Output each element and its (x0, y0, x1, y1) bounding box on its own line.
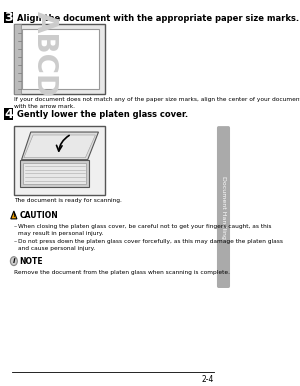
Text: Align the document with the appropriate paper size marks.: Align the document with the appropriate … (17, 14, 299, 23)
Text: Gently lower the platen glass cover.: Gently lower the platen glass cover. (17, 110, 188, 119)
Text: Document Handling: Document Handling (221, 176, 226, 239)
Text: When closing the platen glass cover, be careful not to get your fingers caught, : When closing the platen glass cover, be … (19, 224, 272, 235)
Text: i: i (13, 258, 15, 264)
Text: 4: 4 (4, 108, 13, 121)
FancyBboxPatch shape (4, 108, 13, 120)
Text: ABCD: ABCD (31, 11, 59, 97)
Bar (23, 163, 86, 185)
Text: Remove the document from the platen glass when scanning is complete.: Remove the document from the platen glas… (14, 270, 230, 275)
Bar (20, 160, 89, 187)
Circle shape (11, 257, 17, 266)
Text: CAUTION: CAUTION (19, 211, 58, 220)
Text: 2-4: 2-4 (202, 375, 214, 384)
Text: 3: 3 (4, 11, 13, 24)
Polygon shape (24, 135, 95, 158)
Text: NOTE: NOTE (19, 257, 43, 266)
Bar (22, 29, 99, 89)
Text: The document is ready for scanning.: The document is ready for scanning. (14, 198, 122, 203)
Text: –: – (14, 224, 17, 229)
Polygon shape (22, 132, 98, 160)
Bar (14, 126, 105, 195)
FancyBboxPatch shape (4, 12, 13, 24)
Text: !: ! (12, 213, 15, 218)
Text: –: – (14, 239, 17, 244)
Text: If your document does not match any of the paper size marks, align the center of: If your document does not match any of t… (14, 96, 300, 108)
Text: Do not press down the platen glass cover forcefully, as this may damage the plat: Do not press down the platen glass cover… (19, 239, 284, 251)
Polygon shape (11, 211, 17, 219)
Bar (14, 24, 21, 93)
Bar (14, 24, 105, 93)
FancyBboxPatch shape (217, 126, 230, 288)
